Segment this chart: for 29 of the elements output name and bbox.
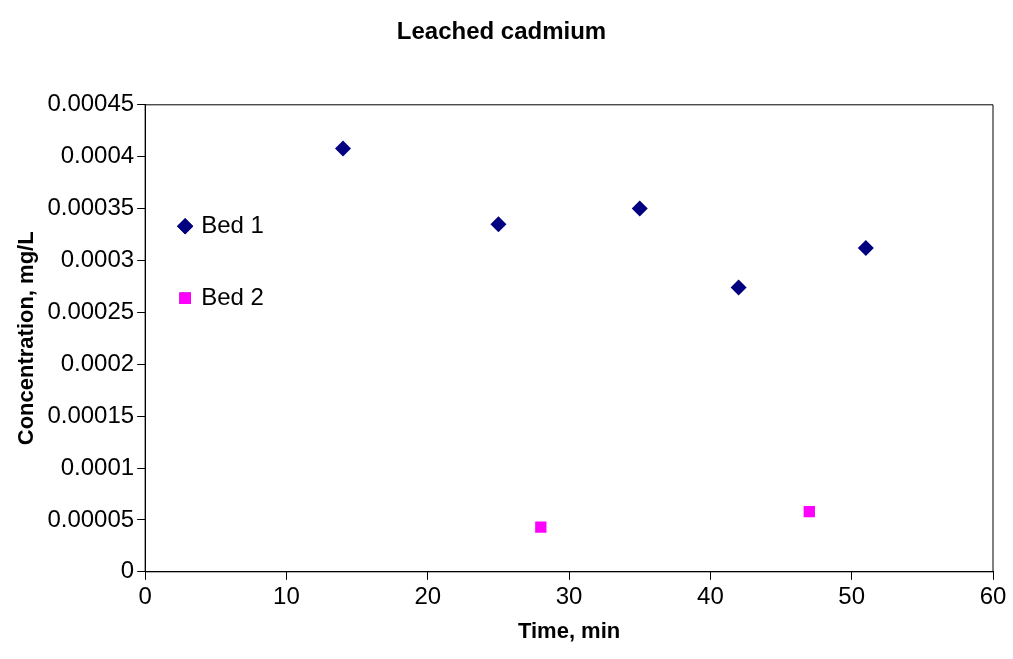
y-axis-title: Concentration, mg/L — [13, 231, 39, 446]
y-tick-label: 0.0004 — [60, 141, 135, 169]
x-tick-label: 30 — [555, 581, 583, 609]
point — [490, 216, 507, 233]
x-tick-label: 0 — [138, 581, 152, 609]
point — [803, 505, 815, 518]
y-tick-label: 0.0002 — [60, 348, 135, 376]
x-tick-label: 60 — [979, 581, 1007, 609]
y-tick-label: 0 — [120, 556, 135, 584]
point — [334, 140, 351, 157]
x-tick-label: 40 — [697, 581, 724, 609]
point — [730, 279, 747, 296]
legend-label: Bed 2 — [201, 282, 264, 310]
y-tick-label: 0.00045 — [47, 89, 135, 117]
y-tick-label: 0.00025 — [47, 296, 135, 324]
x-tick-label: 10 — [273, 581, 300, 609]
y-tick-label: 0.00035 — [47, 193, 135, 221]
point — [857, 240, 874, 257]
x-tick-label: 20 — [414, 581, 442, 609]
point — [535, 521, 547, 533]
point — [631, 200, 648, 217]
x-axis-title: Time, min — [517, 617, 621, 643]
y-tick-label: 0.0003 — [60, 245, 135, 273]
y-tick-label: 0.00005 — [47, 504, 135, 532]
chart-title: Leached cadmium — [396, 17, 607, 45]
x-tick-label: 50 — [838, 581, 866, 609]
y-tick-label: 0.0001 — [60, 452, 135, 480]
legend-label: Bed 1 — [201, 210, 264, 238]
y-tick-label: 0.00015 — [47, 400, 135, 428]
